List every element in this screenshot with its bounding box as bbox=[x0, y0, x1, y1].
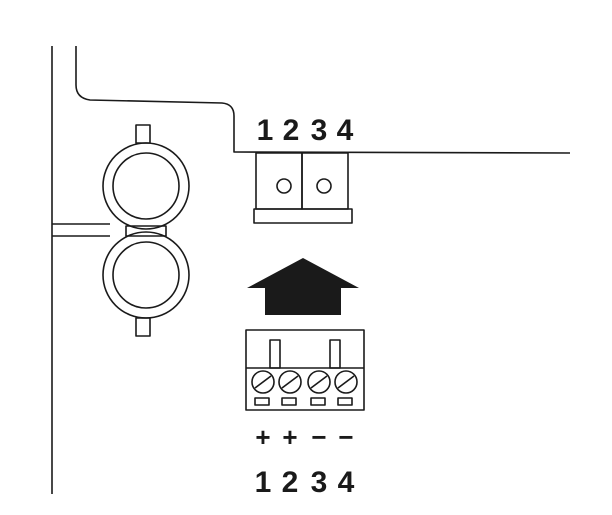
polarity-label: + bbox=[282, 422, 297, 452]
polarity-label: − bbox=[311, 422, 326, 452]
cable-lines bbox=[52, 223, 110, 237]
polarity-label: − bbox=[338, 422, 353, 452]
enclosure-outline bbox=[51, 46, 571, 494]
polarity-label: + bbox=[255, 422, 270, 452]
insert-arrow-icon bbox=[247, 258, 359, 315]
header-pin-label: 4 bbox=[337, 114, 354, 147]
screw-terminal-icon bbox=[245, 329, 365, 411]
pin-header bbox=[253, 152, 353, 224]
header-pin-label: 1 bbox=[257, 114, 274, 147]
terminal-pin-label: 1 bbox=[255, 466, 272, 499]
header-pin-label: 3 bbox=[311, 114, 328, 147]
terminal-pin-label: 3 bbox=[311, 466, 328, 499]
terminal-pin-label: 4 bbox=[338, 466, 355, 499]
terminal-pin-label: 2 bbox=[282, 466, 299, 499]
bnc-connector-icon bbox=[102, 124, 190, 337]
header-pin-label: 2 bbox=[283, 114, 300, 147]
